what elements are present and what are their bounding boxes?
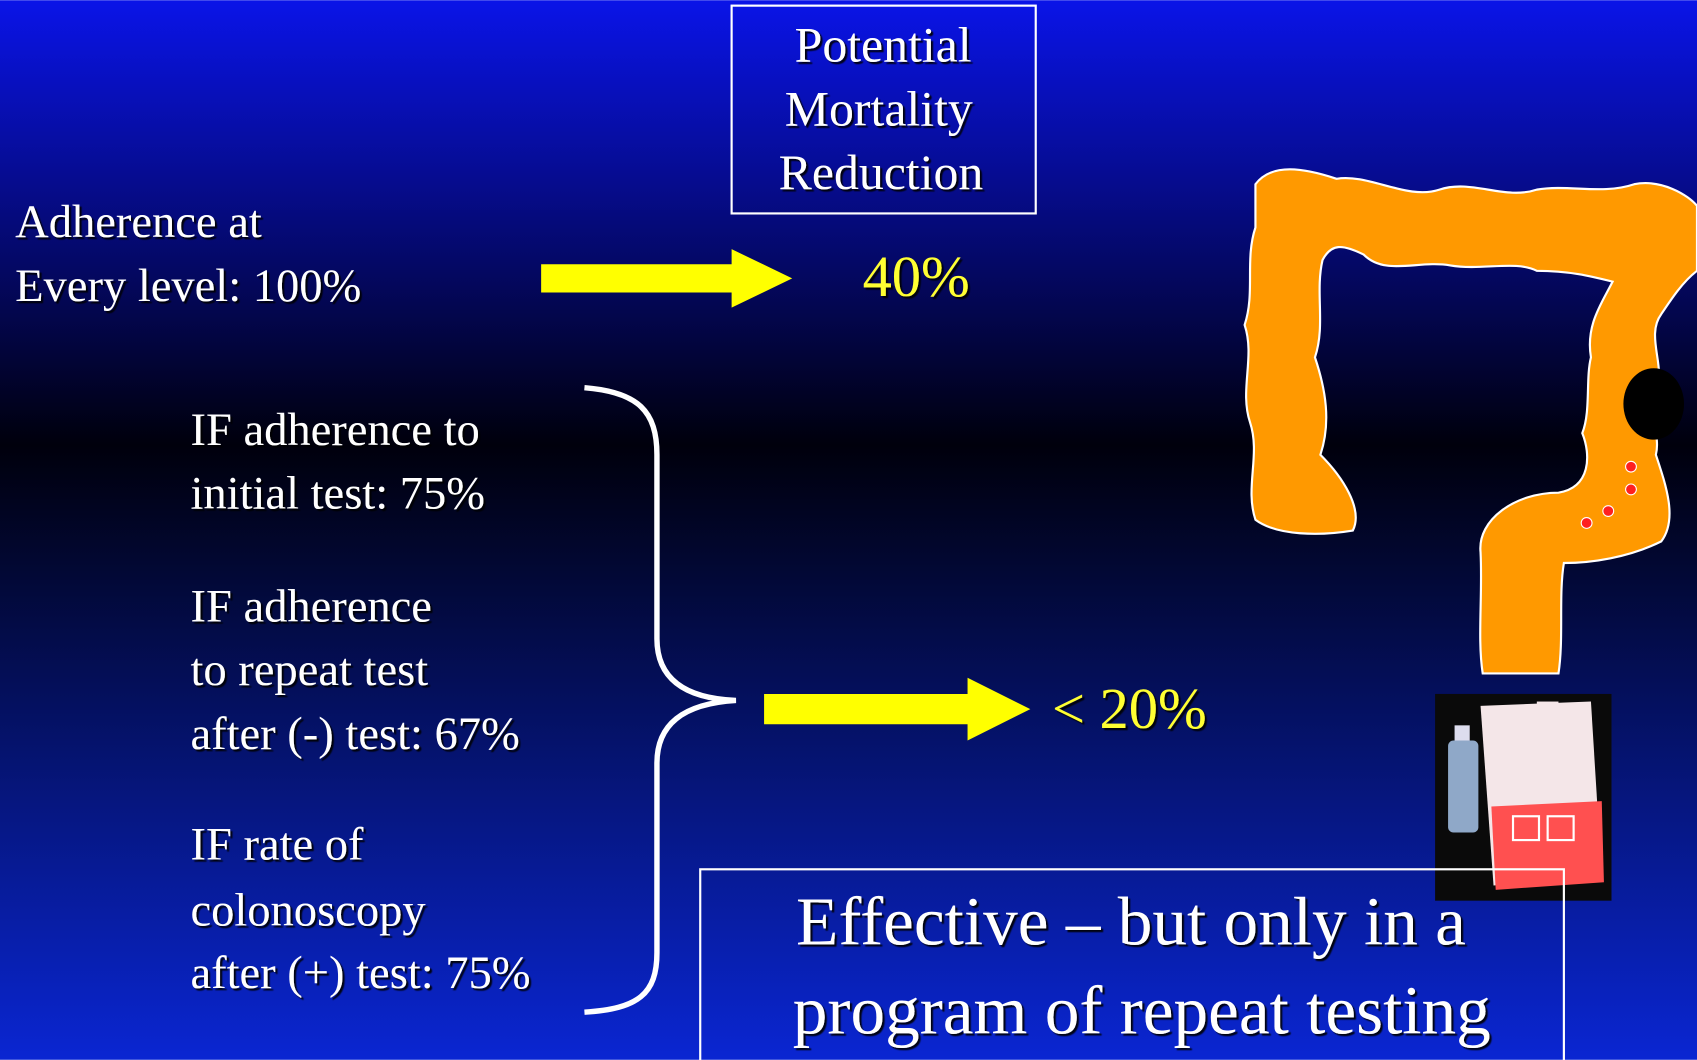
header-box (730, 4, 1037, 215)
condition-line: initial test: 75% (190, 469, 485, 520)
polyps (1580, 460, 1637, 529)
conclusion-line: Effective – but only in a (796, 883, 1466, 960)
condition-line: colonoscopy (190, 885, 426, 936)
condition-line: after (-) test: 67% (190, 709, 519, 760)
condition-line: IF rate of (190, 819, 364, 870)
header-line: Potential (795, 17, 972, 72)
arrow (541, 249, 793, 308)
condition-line: IF adherence to (190, 405, 479, 456)
brace (584, 384, 737, 1015)
condition-line: after (+) test: 75% (190, 948, 530, 999)
arrow (764, 677, 1031, 741)
colon (1243, 168, 1697, 675)
adherence-line: Adherence at (15, 197, 262, 248)
header-line: Reduction (779, 145, 984, 200)
result: < 20% (1052, 676, 1207, 741)
condition-line: to repeat test (190, 645, 428, 696)
condition-line: IF adherence (190, 581, 431, 632)
result: 40% (863, 244, 970, 309)
conclusion-box (699, 868, 1565, 1060)
adherence-line: Every level: 100% (15, 261, 361, 312)
tumor (1623, 368, 1685, 440)
conclusion-line: program of repeat testing (793, 971, 1491, 1048)
test-kit-photo (1435, 693, 1612, 901)
header-line: Mortality (785, 81, 973, 136)
